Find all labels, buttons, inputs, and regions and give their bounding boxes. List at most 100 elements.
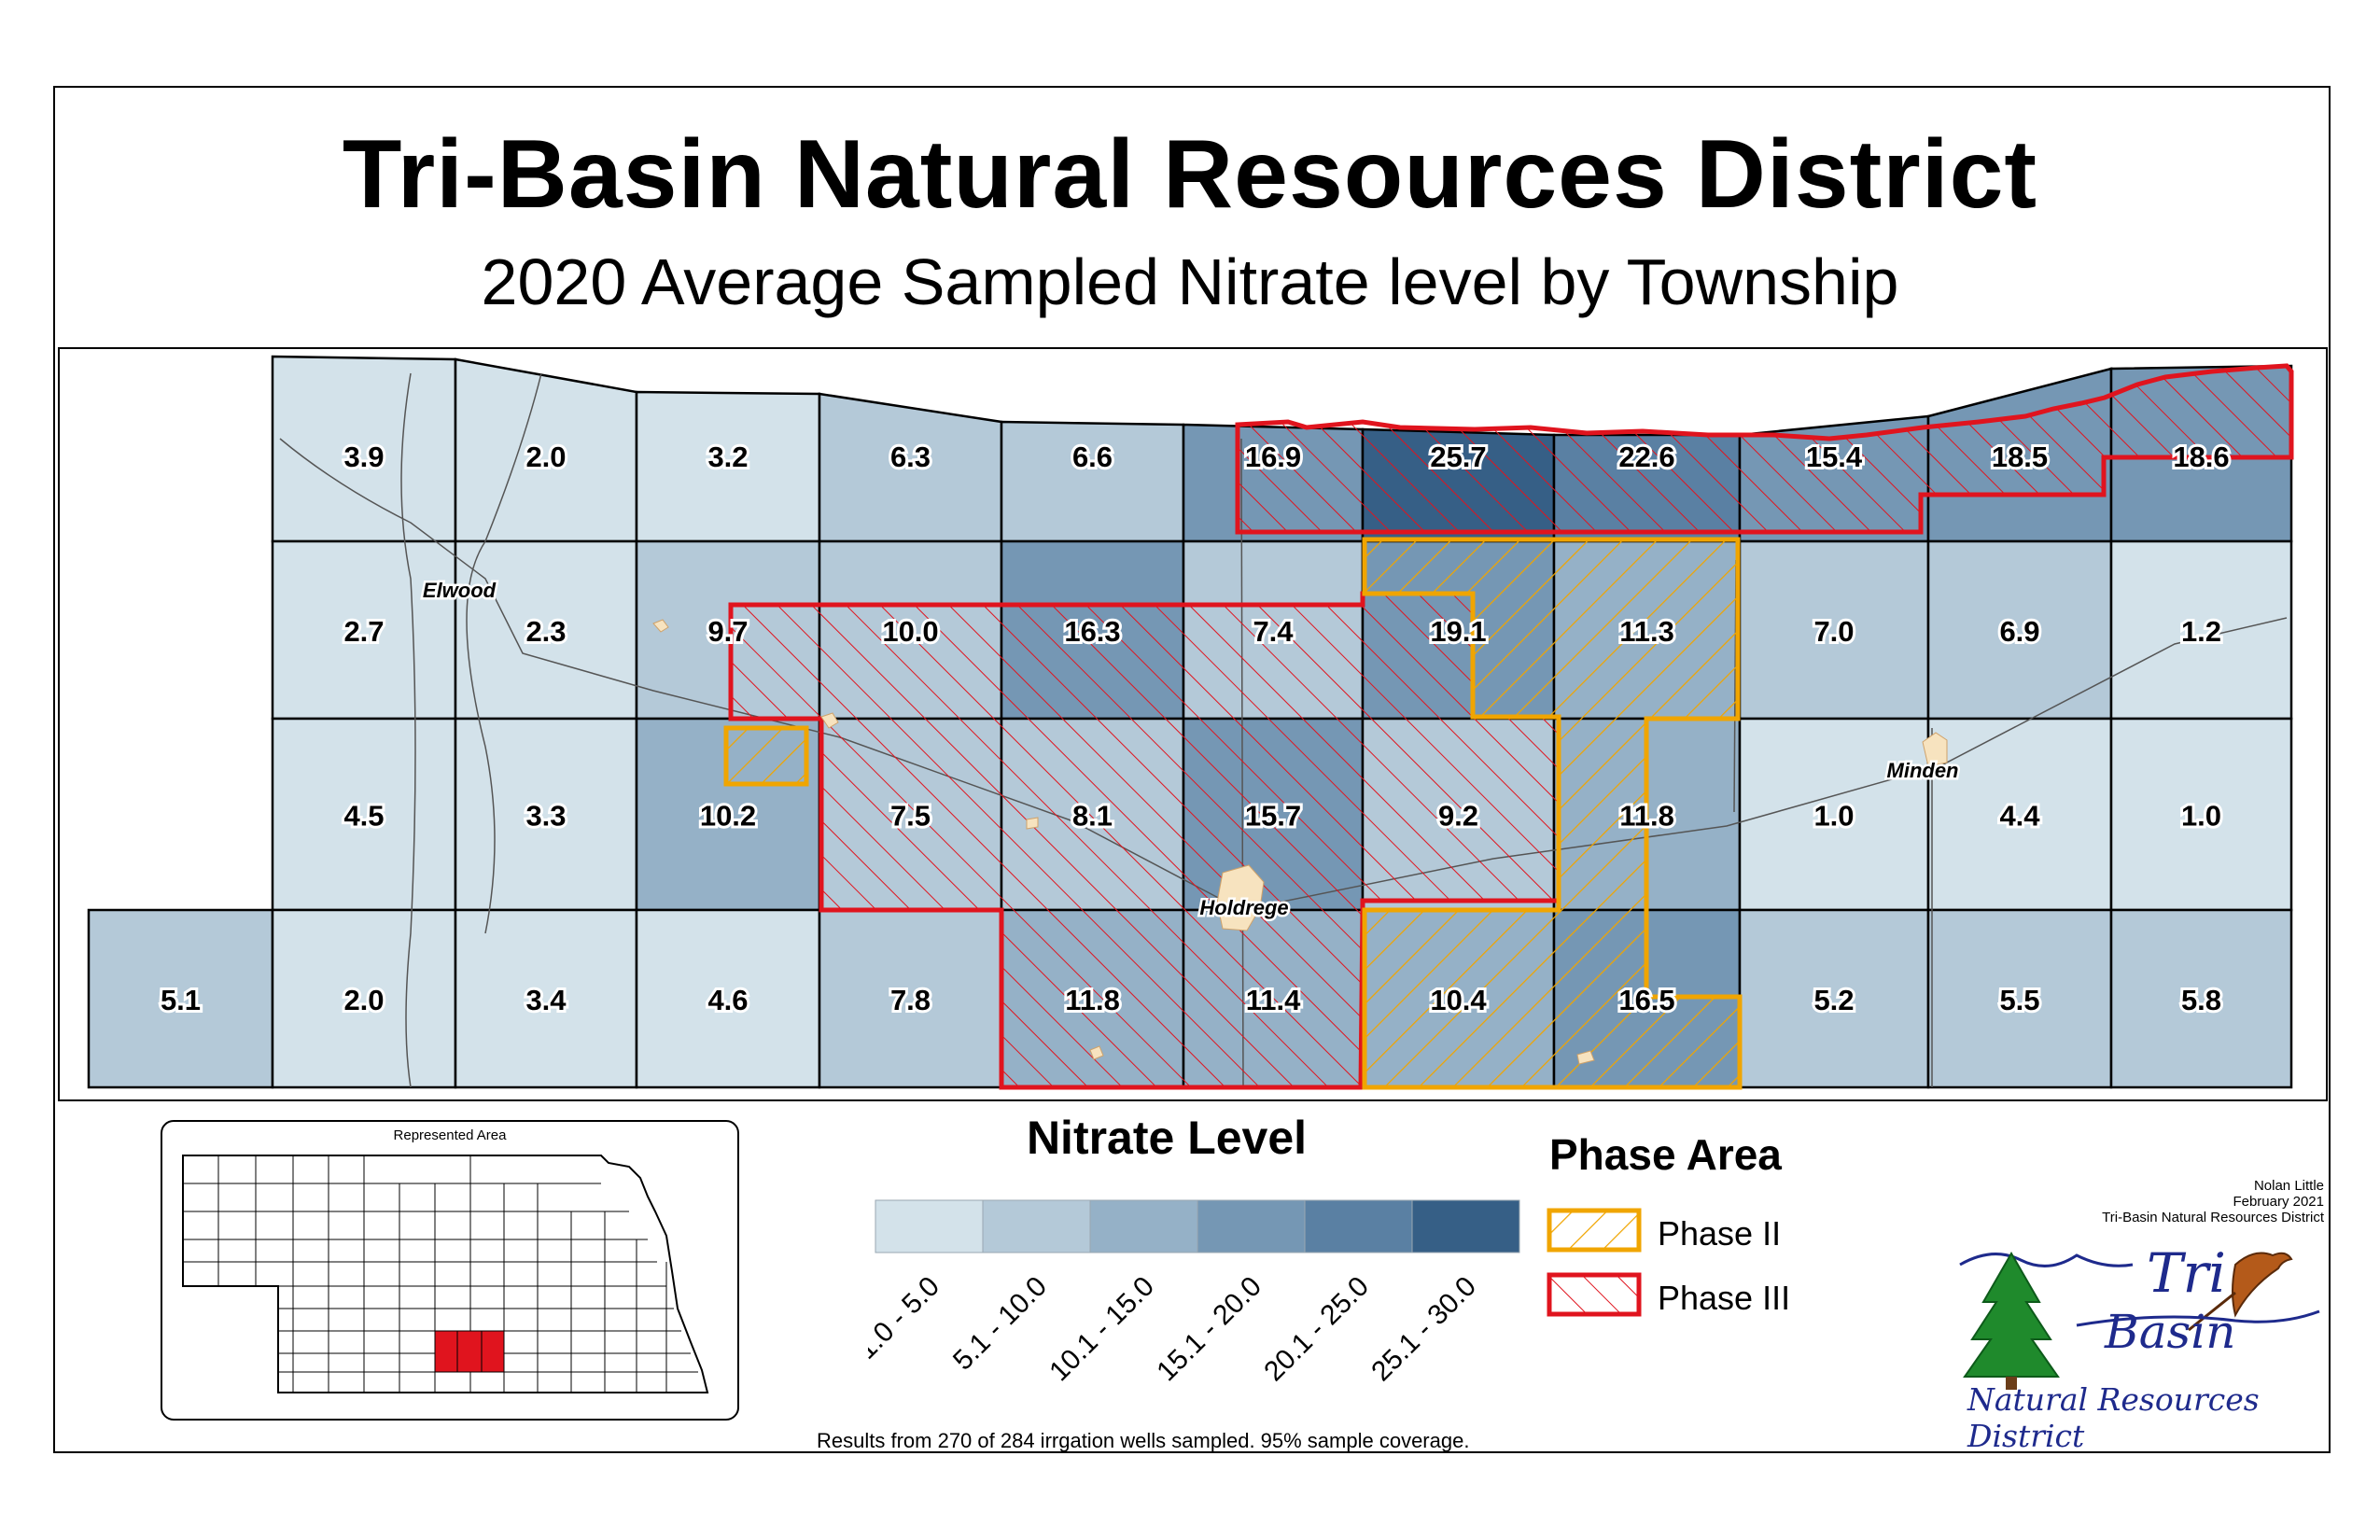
township-value-label: 15.4 <box>1806 441 1863 473</box>
legend-class-label: 20.1 - 25.0 <box>1258 1271 1375 1388</box>
township-value-label: 18.5 <box>1992 441 2048 473</box>
logo-word-basin: Basin <box>2105 1305 2236 1359</box>
map-frame <box>53 86 2331 1453</box>
legend-swatch <box>875 1199 984 1253</box>
road-line <box>400 372 416 1088</box>
township-value-label: 9.7 <box>707 615 748 648</box>
township-value-label: 6.3 <box>890 441 931 473</box>
township-value-label: 11.8 <box>1619 800 1674 833</box>
township-value-label: 4.4 <box>1999 800 2040 833</box>
town-label-elwood: Elwood <box>423 579 497 602</box>
footnote: Results from 270 of 284 irrgation wells … <box>817 1429 1470 1452</box>
legend-swatch <box>1304 1199 1413 1253</box>
township-value-label: 9.2 <box>1438 800 1478 833</box>
township-value-label: 7.4 <box>1253 615 1294 648</box>
represented-area-highlight <box>434 1330 505 1373</box>
township-value-label: 3.9 <box>343 441 384 473</box>
township-value-label: 7.0 <box>1813 615 1854 648</box>
phase-legend-title: Phase Area <box>1549 1130 1782 1179</box>
township-value-label: 3.2 <box>707 441 748 473</box>
elwood-marker <box>652 619 669 633</box>
nitrate-legend: 1.0 - 5.0 5.1 - 10.010.1 - 15.015.1 - 20.… <box>868 1199 1520 1388</box>
main-map-panel <box>58 347 2328 1101</box>
legend-class-label: 10.1 - 15.0 <box>1043 1271 1160 1388</box>
map-title: Tri-Basin Natural Resources District <box>342 120 2038 229</box>
township-value-label: 15.7 <box>1245 800 1301 833</box>
township-value-label: 4.6 <box>707 984 748 1016</box>
township-value-label: 2.3 <box>525 615 566 648</box>
township-value-label: 2.7 <box>343 615 384 648</box>
inset-title: Represented Area <box>393 1127 507 1143</box>
phase-ii-east <box>1362 537 1743 1090</box>
legend-swatch <box>1197 1199 1306 1253</box>
holdrege-marker <box>1216 864 1265 931</box>
phase-ii-areas <box>723 537 1743 1090</box>
town-marker <box>1026 817 1039 830</box>
legend-title: Nitrate Level <box>1026 1112 1308 1164</box>
township-value-label: 11.4 <box>1246 984 1301 1016</box>
township-value-label: 10.0 <box>882 615 938 648</box>
township-value-label: 2.0 <box>343 984 384 1016</box>
credit-date: February 2021 <box>2233 1194 2324 1210</box>
township-value-label: 16.3 <box>1064 615 1120 648</box>
township-value-label: 3.3 <box>525 800 566 833</box>
township-value-label: 3.4 <box>525 984 567 1016</box>
township-value-label: 5.8 <box>2181 984 2221 1016</box>
legend-class-label: 15.1 - 20.0 <box>1151 1271 1267 1388</box>
township-value-label: 5.5 <box>1999 984 2039 1016</box>
town-marker <box>1576 1050 1595 1065</box>
township-value-label: 11.3 <box>1619 615 1674 648</box>
legend-class-label: 1.0 - 5.0 <box>868 1271 945 1365</box>
town-label-holdrege: Holdrege <box>1199 896 1288 919</box>
pheasant-icon <box>2232 1252 2293 1318</box>
logo-word-tri: Tri <box>2147 1241 2226 1305</box>
township-value-label: 4.5 <box>343 800 384 833</box>
township-value-label: 16.5 <box>1618 984 1674 1016</box>
road-line <box>466 372 542 934</box>
logo-tagline: Natural Resources District <box>1967 1381 2260 1454</box>
minden-marker <box>1922 732 1948 767</box>
township-value-label: 8.1 <box>1072 800 1113 833</box>
township-value-label: 6.6 <box>1072 441 1113 473</box>
legend-swatch <box>1089 1199 1198 1253</box>
township-value-label: 2.0 <box>525 441 566 473</box>
township-value-label: 5.2 <box>1813 984 1854 1016</box>
legend-class-label: 5.1 - 10.0 <box>947 1271 1053 1377</box>
phase-iii-swatch <box>1547 1272 1642 1317</box>
township-value-label: 25.7 <box>1430 441 1486 473</box>
township-value-label: 1.0 <box>1813 800 1854 833</box>
legend-class-label: 25.1 - 30.0 <box>1365 1271 1482 1388</box>
township-value-label: 22.6 <box>1618 441 1674 473</box>
township-value-label: 10.2 <box>700 800 756 833</box>
township-value-label: 10.4 <box>1430 984 1487 1016</box>
inset-locator-map: Represented Area <box>161 1120 739 1421</box>
township-value-label: 11.8 <box>1065 984 1120 1016</box>
township-value-label: 7.5 <box>890 800 931 833</box>
township-value-label: 16.9 <box>1245 441 1301 473</box>
town-marker <box>1089 1045 1104 1060</box>
credit-org: Tri-Basin Natural Resources District <box>2102 1210 2324 1225</box>
township-value-label: 18.6 <box>2173 441 2229 473</box>
township-value-label: 19.1 <box>1430 615 1486 648</box>
legend-swatch <box>982 1199 1091 1253</box>
township-cell <box>2109 908 2293 1089</box>
township-value-label: 6.9 <box>1999 615 2039 648</box>
credit-author: Nolan Little <box>2253 1178 2324 1194</box>
tree-icon <box>1963 1251 2060 1378</box>
legend-swatch <box>1411 1199 1520 1253</box>
township-value-label: 7.8 <box>890 984 931 1016</box>
map-subtitle: 2020 Average Sampled Nitrate level by To… <box>481 245 1899 318</box>
nebraska-outline <box>182 1155 709 1393</box>
township-value-label: 5.1 <box>161 984 201 1016</box>
phase-iii-north-strip <box>1235 363 2294 535</box>
town-marker <box>1441 805 1454 818</box>
township-value-label: 1.0 <box>2181 800 2221 833</box>
road-line <box>279 438 1242 911</box>
township-value-label: 1.2 <box>2181 615 2221 648</box>
town-label-minden: Minden <box>1887 759 1959 782</box>
phase-iii-label: Phase III <box>1658 1279 1791 1317</box>
phase-legend-swatches <box>1547 1208 1642 1317</box>
phase-ii-west-block <box>723 725 809 787</box>
phase-ii-label: Phase II <box>1658 1214 1782 1253</box>
